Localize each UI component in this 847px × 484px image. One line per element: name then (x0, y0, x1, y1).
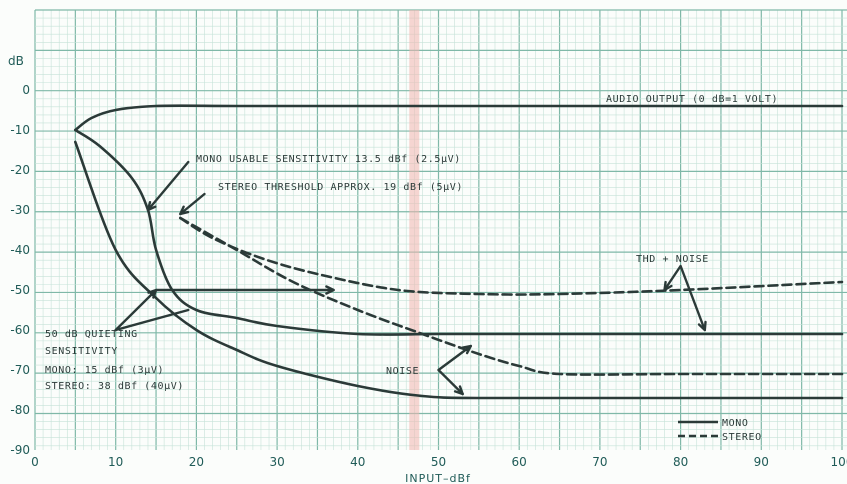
y-tick-label: -10 (10, 123, 30, 137)
annotation-noise: NOISE (386, 366, 419, 377)
annotation-quieting-line1: 50 dB QUIETING (45, 329, 138, 340)
annotation-thd-noise: THD + NOISE (636, 254, 709, 265)
pointer-head-stereo-threshold (179, 205, 190, 216)
y-tick-label: 0 (22, 83, 30, 97)
x-tick-label: 10 (108, 455, 123, 469)
pointer-head-thd-b (697, 320, 707, 332)
legend: MONO STEREO (678, 418, 762, 443)
series-layer (74, 104, 844, 400)
x-tick-label: 40 (350, 455, 365, 469)
x-tick-label: 30 (269, 455, 284, 469)
x-tick-label: 90 (754, 455, 769, 469)
pointer-head-noise-a (461, 344, 472, 355)
pointer-noise (437, 344, 472, 396)
y-tick-label: -60 (10, 323, 30, 337)
annotation-quieting-line4: STEREO: 38 dBf (40μV) (45, 381, 184, 392)
y-tick-label: -70 (10, 363, 30, 377)
y-tick-label: -30 (10, 203, 30, 217)
pointer-stereo-threshold (179, 192, 206, 216)
y-tick-label: -40 (10, 243, 30, 257)
pointer-quieting-lower (114, 308, 190, 332)
y-tick-label: -90 (10, 443, 30, 457)
annotation-mono-usable: MONO USABLE SENSITIVITY 13.5 dBf (2.5μV) (196, 154, 461, 165)
x-axis-label: INPUT–dBf (405, 472, 471, 484)
series-mono-audio (74, 104, 844, 132)
pointer-layer (114, 160, 707, 396)
pointer-head-mono-usable (146, 200, 157, 212)
pointer-mono-usable (146, 160, 190, 212)
x-tick-label: 20 (189, 455, 204, 469)
annotation-stereo-threshold: STEREO THRESHOLD APPROX. 19 dBf (5μV) (218, 182, 463, 193)
x-tick-label: 50 (431, 455, 446, 469)
annotation-audio-output: AUDIO OUTPUT (0 dB=1 VOLT) (606, 94, 778, 105)
y-tick-label: -80 (10, 403, 30, 417)
y-axis-label: dB (8, 54, 24, 68)
x-ticks: 0 10 20 30 40 50 60 70 80 90 100 (31, 455, 847, 469)
pointer-head-thd-a (663, 280, 673, 292)
pointer-head-quieting-b (325, 285, 335, 295)
pointer-head-quieting-a (147, 288, 158, 299)
x-tick-label: 60 (512, 455, 527, 469)
grid (34, 9, 847, 450)
series-mono-noise (74, 140, 844, 400)
x-tick-label: 70 (592, 455, 607, 469)
y-ticks: 0 -10 -20 -30 -40 -50 -60 -70 -80 -90 (10, 83, 30, 457)
annotation-quieting-line2: SENSITIVITY (45, 346, 118, 357)
legend-mono-label: MONO (722, 418, 748, 429)
x-tick-label: 0 (31, 455, 39, 469)
series-mono-thd (74, 128, 844, 336)
legend-stereo-label: STEREO (722, 432, 762, 443)
x-tick-label: 100 (831, 455, 847, 469)
annotation-quieting-line3: MONO: 15 dBf (3μV) (45, 365, 164, 376)
y-tick-label: -50 (10, 283, 30, 297)
highlight-band (409, 10, 420, 450)
series-stereo-thd (179, 216, 844, 296)
pointer-thd-noise (663, 264, 706, 332)
y-tick-label: -20 (10, 163, 30, 177)
series-stereo-noise (179, 216, 844, 376)
x-tick-label: 80 (673, 455, 688, 469)
pointer-head-noise-b (453, 385, 464, 396)
